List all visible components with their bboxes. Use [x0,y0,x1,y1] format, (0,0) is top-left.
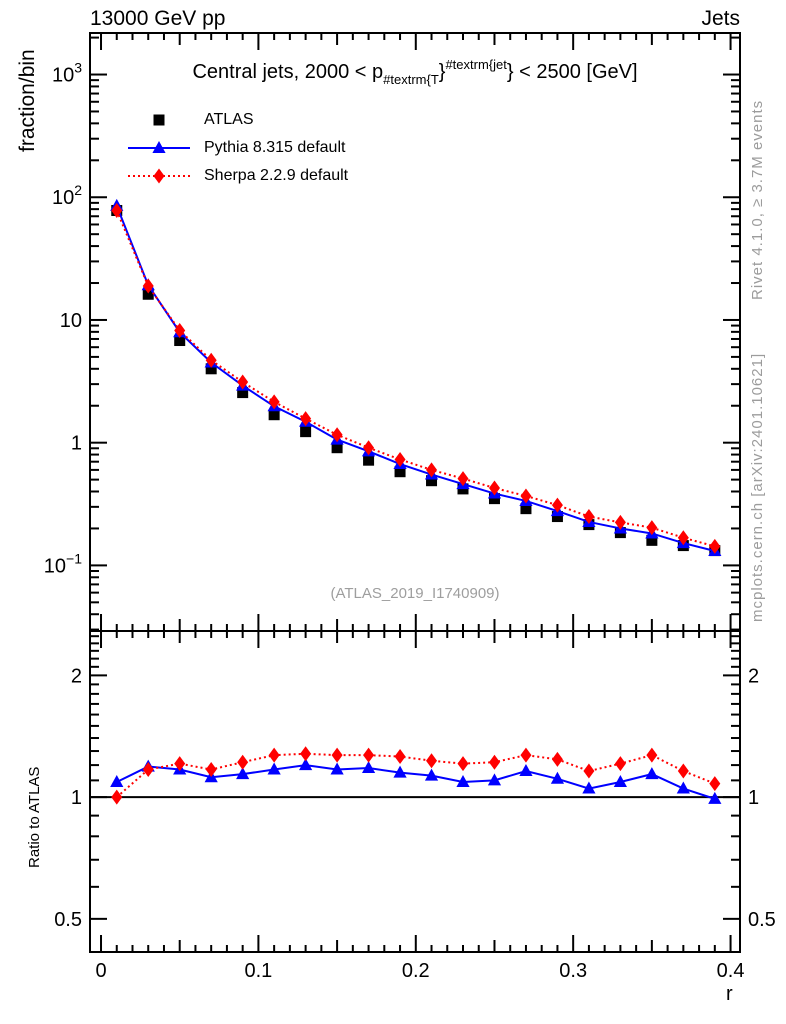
title-brace2: } [506,61,514,83]
beam-energy-label: 13000 GeV pp [90,7,226,30]
legend-label: Sherpa 2.2.9 default [204,167,349,184]
svg-text:103: 103 [52,60,82,87]
pythia-marker-sample-icon [128,141,190,153]
main-series-diamond [111,202,721,554]
atlas-marker-sample-icon [153,114,165,126]
svg-text:0.5: 0.5 [748,909,776,931]
ratio-x-ticks [100,632,732,951]
main-series-triangle [110,198,722,557]
svg-text:10: 10 [60,310,82,332]
ratio-y-axis-title: Ratio to ATLAS [26,766,43,868]
ratio-y-tick-labels: 2 2 1 1 0.5 0.5 [54,665,776,930]
legend-label: ATLAS [204,111,254,128]
x-tick-labels: 0 0.1 0.2 0.3 0.4 [95,960,744,982]
legend-item-sherpa: Sherpa 2.2.9 default [126,162,348,190]
title-suffix: < 2500 [GeV] [513,61,638,83]
svg-text:10−1: 10−1 [44,550,82,577]
svg-text:1: 1 [748,787,759,809]
title-prefix: Central jets, 2000 < p [192,61,384,83]
ratio-series-triangle [110,758,722,804]
ratio-panel: 2 2 1 1 0.5 0.5 0 0.1 0.2 0.3 0.4 [54,630,776,982]
mcplots-citation-note: mcplots.cern.ch [arXiv:2401.10621] [749,352,766,622]
legend: ATLAS Pythia 8.315 default Sherpa 2.2.9 … [126,106,348,190]
title-superscript: #textrm{jet [445,57,507,72]
svg-text:0.4: 0.4 [717,960,745,982]
title-brace1: } [438,61,446,83]
svg-text:0.3: 0.3 [559,960,587,982]
svg-text:102: 102 [52,182,82,209]
svg-text:1: 1 [71,433,82,455]
svg-text:0.1: 0.1 [244,960,272,982]
svg-text:2: 2 [71,665,82,687]
analysis-id-watermark: (ATLAS_2019_I1740909) [330,585,500,602]
legend-label: Pythia 8.315 default [204,139,346,156]
legend-item-atlas: ATLAS [126,106,348,134]
title-subscript: #textrm{T [383,72,439,87]
ratio-frame [89,630,741,953]
x-axis-title: r [726,983,733,1005]
svg-text:0: 0 [95,960,106,982]
main-x-ticks [100,34,732,630]
svg-text:0.2: 0.2 [402,960,430,982]
svg-text:0.5: 0.5 [54,909,82,931]
sherpa-marker-sample-icon [128,168,190,184]
svg-text:1: 1 [71,787,82,809]
main-series-square [111,204,721,557]
plot-title: Central jets, 2000 < p#textrm{T}#textrm{… [90,57,740,87]
main-y-axis-title: fraction/bin [16,49,39,152]
analysis-group-label: Jets [701,7,740,30]
ratio-series-diamond [111,746,721,805]
main-y-ticks [91,36,739,631]
rivet-version-note: Rivet 4.1.0, ≥ 3.7M events [749,99,766,300]
legend-item-pythia: Pythia 8.315 default [126,134,348,162]
svg-text:2: 2 [748,665,759,687]
